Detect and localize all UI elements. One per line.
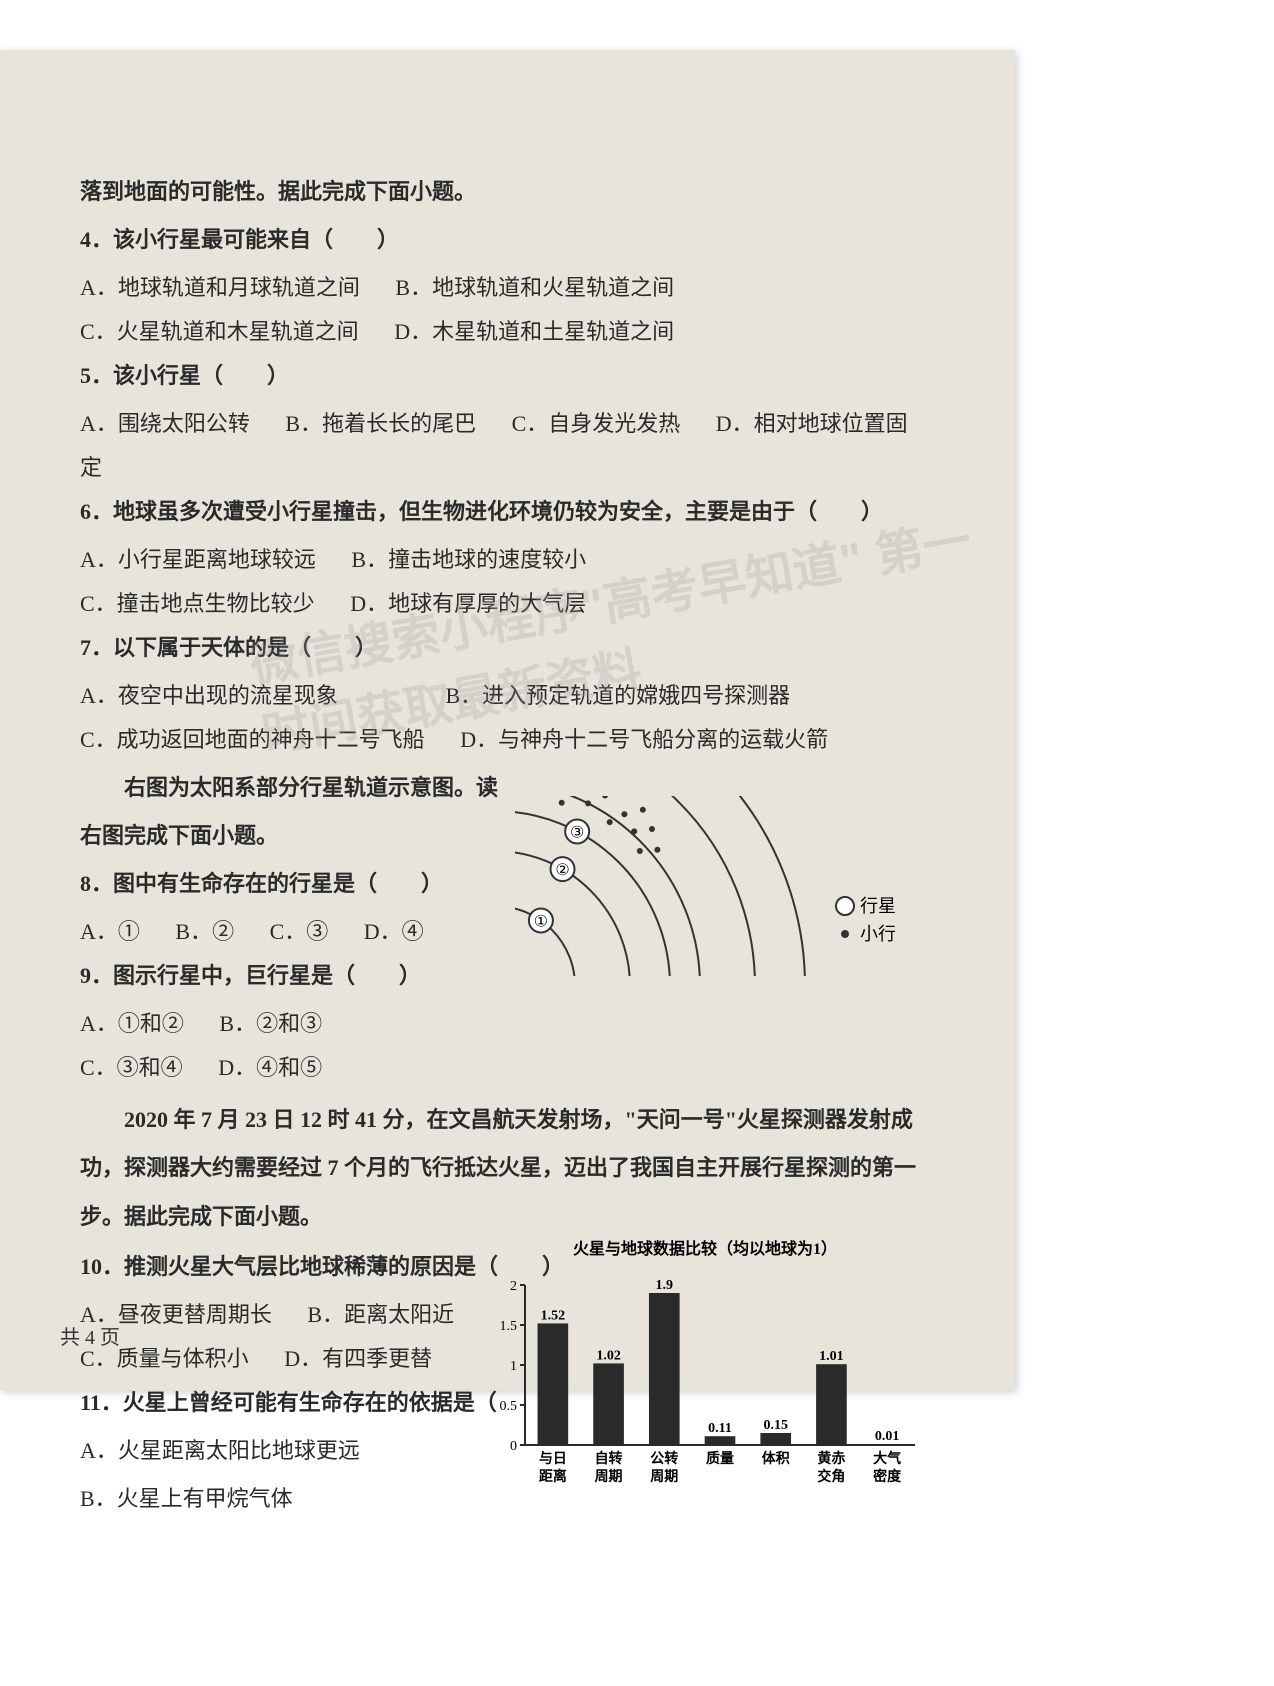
q4-optC: C．火星轨道和木星轨道之间 bbox=[80, 319, 359, 344]
q6-stem: 6．地球虽多次遭受小行星撞击，但生物进化环境仍较为安全，主要是由于（ ） bbox=[80, 490, 935, 534]
orbit-svg: ①②③④⑤ 行星 小行星 bbox=[515, 796, 895, 976]
q6-optA: A．小行星距离地球较远 bbox=[80, 547, 316, 572]
q7-optB: B．进入预定轨道的嫦娥四号探测器 bbox=[446, 683, 791, 708]
q9-optA: A．①和② bbox=[80, 1011, 184, 1036]
page-footer: 共 4 页 bbox=[60, 1321, 120, 1350]
q7-stem: 7．以下属于天体的是（ ） bbox=[80, 626, 935, 670]
q5-options: A．围绕太阳公转 B．拖着长长的尾巴 C．自身发光发热 D．相对地球位置固定 bbox=[80, 402, 935, 490]
mars-section: 10．推测火星大气层比地球稀薄的原因是（ ） A．昼夜更替周期长 B．距离太阳近… bbox=[80, 1245, 935, 1521]
svg-text:②: ② bbox=[555, 862, 569, 879]
svg-text:0.01: 0.01 bbox=[875, 1429, 900, 1444]
q6-options-ab: A．小行星距离地球较远 B．撞击地球的速度较小 bbox=[80, 538, 935, 582]
svg-text:1.52: 1.52 bbox=[541, 1309, 566, 1324]
svg-text:密度: 密度 bbox=[872, 1468, 902, 1485]
svg-text:1: 1 bbox=[510, 1359, 517, 1374]
q6-optC: C．撞击地点生物比较少 bbox=[80, 591, 315, 616]
svg-text:公转: 公转 bbox=[650, 1450, 678, 1467]
q6-options-cd: C．撞击地点生物比较少 D．地球有厚厚的大气层 bbox=[80, 582, 935, 626]
svg-text:与日: 与日 bbox=[539, 1451, 567, 1467]
q5-optB: B．拖着长长的尾巴 bbox=[285, 411, 476, 436]
svg-text:③: ③ bbox=[570, 824, 584, 841]
q4-options-ab: A．地球轨道和月球轨道之间 B．地球轨道和火星轨道之间 bbox=[80, 266, 935, 310]
svg-text:周期: 周期 bbox=[595, 1469, 623, 1485]
svg-text:1.02: 1.02 bbox=[596, 1349, 621, 1364]
legend-asteroid: 小行星 bbox=[860, 924, 895, 944]
q6-optD: D．地球有厚厚的大气层 bbox=[350, 591, 586, 616]
q8-optA: A．① bbox=[80, 919, 140, 944]
svg-text:0.15: 0.15 bbox=[763, 1418, 788, 1433]
mars-intro: 2020 年 7 月 23 日 12 时 41 分，在文昌航天发射场，"天问一号… bbox=[80, 1096, 935, 1241]
svg-text:大气: 大气 bbox=[873, 1450, 901, 1467]
svg-text:1.01: 1.01 bbox=[819, 1349, 844, 1364]
q8-optB: B．② bbox=[175, 919, 234, 944]
orbit-diagram: ①②③④⑤ 行星 小行星 bbox=[515, 796, 895, 981]
q10-optB: B．距离太阳近 bbox=[307, 1302, 454, 1327]
q7-optC: C．成功返回地面的神舟十二号飞船 bbox=[80, 727, 425, 752]
q4-optD: D．木星轨道和土星轨道之间 bbox=[394, 319, 674, 344]
bar-chart-svg: 00.511.521.52与日距离1.02自转周期1.9公转周期0.11质量0.… bbox=[485, 1265, 925, 1505]
q9-options-ab: A．①和② B．②和③ bbox=[80, 1002, 935, 1046]
svg-text:0.5: 0.5 bbox=[500, 1399, 518, 1414]
svg-text:1.5: 1.5 bbox=[500, 1319, 518, 1334]
q9-optC: C．③和④ bbox=[80, 1055, 183, 1080]
q10-optD: D．有四季更替 bbox=[284, 1346, 432, 1371]
svg-text:黄赤: 黄赤 bbox=[817, 1450, 845, 1467]
svg-text:1.9: 1.9 bbox=[656, 1278, 674, 1293]
svg-text:质量: 质量 bbox=[706, 1450, 734, 1467]
q8-optC: C．③ bbox=[270, 919, 329, 944]
svg-text:0: 0 bbox=[510, 1439, 517, 1454]
intro-continuation: 落到地面的可能性。据此完成下面小题。 bbox=[80, 170, 935, 214]
svg-text:体积: 体积 bbox=[762, 1450, 790, 1467]
q7-optA: A．夜空中出现的流星现象 bbox=[80, 674, 410, 718]
q7-optD: D．与神舟十二号飞船分离的运载火箭 bbox=[460, 727, 828, 752]
q7-options-ab: A．夜空中出现的流星现象 B．进入预定轨道的嫦娥四号探测器 bbox=[80, 674, 935, 718]
q9-options-cd: C．③和④ D．④和⑤ bbox=[80, 1046, 935, 1090]
q6-optB: B．撞击地球的速度较小 bbox=[351, 547, 586, 572]
orbit-intro1: 右图为太阳系部分行星轨道示意图。读 bbox=[80, 766, 530, 810]
svg-text:周期: 周期 bbox=[650, 1469, 678, 1485]
q4-options-cd: C．火星轨道和木星轨道之间 D．木星轨道和土星轨道之间 bbox=[80, 310, 935, 354]
q9-optD: D．④和⑤ bbox=[218, 1055, 322, 1080]
svg-text:距离: 距离 bbox=[539, 1468, 567, 1485]
svg-text:0.11: 0.11 bbox=[708, 1421, 732, 1436]
svg-text:2: 2 bbox=[510, 1279, 517, 1294]
q4-optB: B．地球轨道和火星轨道之间 bbox=[395, 275, 674, 300]
legend-planet: 行星 bbox=[860, 896, 895, 916]
q4-optA: A．地球轨道和月球轨道之间 bbox=[80, 275, 360, 300]
q4-stem: 4．该小行星最可能来自（ ） bbox=[80, 218, 935, 262]
svg-text:①: ① bbox=[534, 913, 548, 930]
q9-optB: B．②和③ bbox=[219, 1011, 322, 1036]
orbit-section: 右图为太阳系部分行星轨道示意图。读 右图完成下面小题。 8．图中有生命存在的行星… bbox=[80, 766, 935, 1090]
q8-optD: D．④ bbox=[364, 919, 424, 944]
svg-text:自转: 自转 bbox=[595, 1450, 623, 1467]
chart-title: 火星与地球数据比较（均以地球为1） bbox=[485, 1235, 925, 1259]
q5-stem: 5．该小行星（ ） bbox=[80, 354, 935, 398]
q5-optA: A．围绕太阳公转 bbox=[80, 411, 250, 436]
q7-options-cd: C．成功返回地面的神舟十二号飞船 D．与神舟十二号飞船分离的运载火箭 bbox=[80, 718, 935, 762]
bar-chart-container: 火星与地球数据比较（均以地球为1） 00.511.521.52与日距离1.02自… bbox=[485, 1235, 925, 1510]
svg-text:交角: 交角 bbox=[817, 1468, 845, 1485]
exam-page: 落到地面的可能性。据此完成下面小题。 4．该小行星最可能来自（ ） A．地球轨道… bbox=[0, 50, 1015, 1390]
q5-optC: C．自身发光发热 bbox=[512, 411, 681, 436]
